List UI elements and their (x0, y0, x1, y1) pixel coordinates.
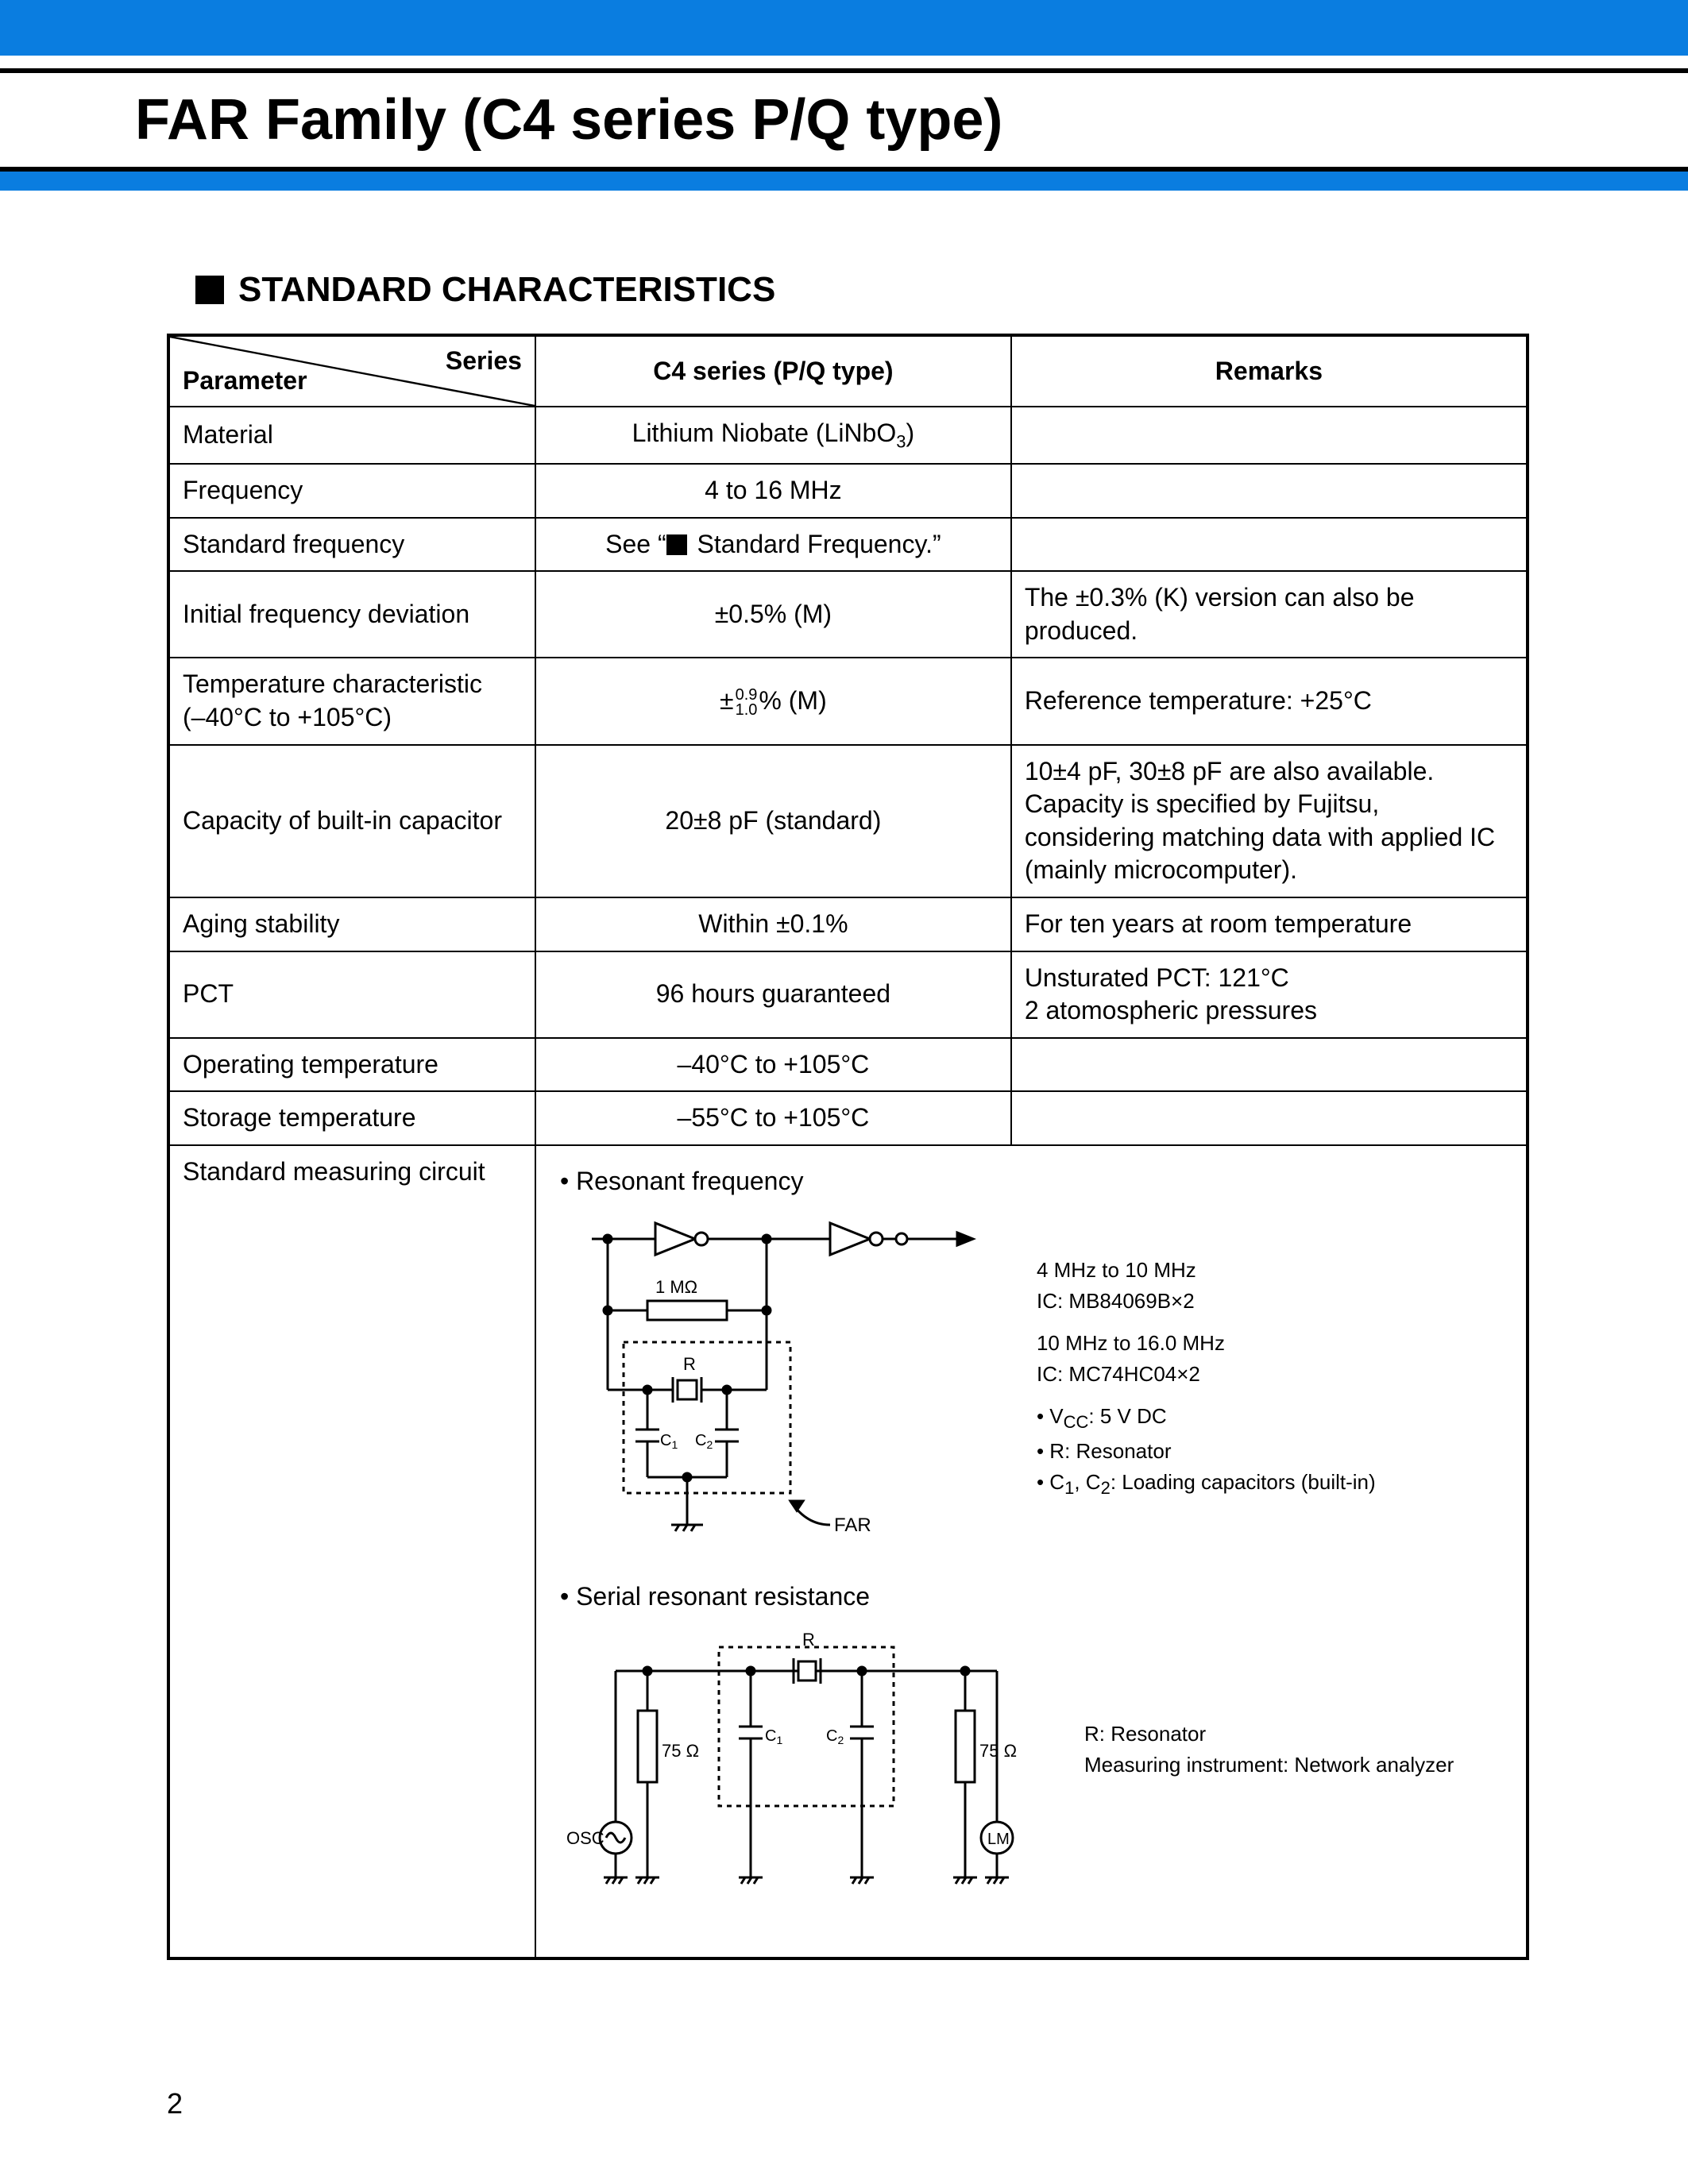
table-row: Material Lithium Niobate (LiNbO3) (168, 407, 1528, 464)
white-gap (0, 56, 1688, 68)
circuit1-notes: 4 MHz to 10 MHz IC: MB84069B×2 10 MHz to… (1037, 1255, 1376, 1500)
header-remarks: Remarks (1011, 335, 1528, 407)
page-title: FAR Family (C4 series P/Q type) (0, 73, 1688, 167)
table-row-circuit: Standard measuring circuit • Resonant fr… (168, 1145, 1528, 1958)
thin-blue-bar (0, 172, 1688, 191)
svg-text:C2: C2 (695, 1432, 713, 1451)
cell-param: Standard measuring circuit (168, 1145, 535, 1958)
cell-value: See “ Standard Frequency.” (535, 518, 1011, 572)
cell-remarks (1011, 518, 1528, 572)
circuit1-label: • Resonant frequency (560, 1165, 1510, 1198)
cell-value: –40°C to +105°C (535, 1038, 1011, 1092)
table-row: Operating temperature –40°C to +105°C (168, 1038, 1528, 1092)
cell-remarks: The ±0.3% (K) version can also be produc… (1011, 571, 1528, 658)
cell-circuits: • Resonant frequency (535, 1145, 1528, 1958)
page-number: 2 (167, 2087, 183, 2120)
svg-text:R: R (802, 1630, 815, 1650)
svg-text:OSC: OSC (566, 1828, 605, 1848)
table-row: PCT 96 hours guaranteed Unsturated PCT: … (168, 951, 1528, 1038)
cell-value: 96 hours guaranteed (535, 951, 1011, 1038)
cell-param: Material (168, 407, 535, 464)
circuit2-label: • Serial resonant resistance (560, 1580, 1510, 1614)
cell-remarks: Unsturated PCT: 121°C2 atomospheric pres… (1011, 951, 1528, 1038)
section-heading: STANDARD CHARACTERISTICS (195, 270, 1529, 310)
cell-value: ±0.5% (M) (535, 571, 1011, 658)
cell-remarks (1011, 407, 1528, 464)
header-parameter-series: Series Parameter (168, 335, 535, 407)
circuit-diagram-1: 1 MΩ R C1 C2 FAR (560, 1207, 1005, 1557)
table-row: Temperature characteristic(–40°C to +105… (168, 658, 1528, 744)
header-value: C4 series (P/Q type) (535, 335, 1011, 407)
svg-text:C2: C2 (826, 1727, 844, 1746)
cell-value: 4 to 16 MHz (535, 464, 1011, 518)
table-row: Aging stability Within ±0.1% For ten yea… (168, 897, 1528, 951)
cell-value: Within ±0.1% (535, 897, 1011, 951)
header-parameter-label: Parameter (183, 365, 307, 398)
cell-param: PCT (168, 951, 535, 1038)
cell-remarks: Reference temperature: +25°C (1011, 658, 1528, 744)
circuit2-notes: R: Resonator Measuring instrument: Netwo… (1084, 1719, 1454, 1781)
square-bullet-icon (195, 276, 224, 304)
cell-param: Storage temperature (168, 1091, 535, 1145)
header-series-label: Series (446, 345, 522, 378)
svg-text:R: R (683, 1354, 696, 1374)
cell-param: Operating temperature (168, 1038, 535, 1092)
cell-remarks: 10±4 pF, 30±8 pF are also available. Cap… (1011, 745, 1528, 897)
cell-param: Standard frequency (168, 518, 535, 572)
cell-remarks (1011, 464, 1528, 518)
top-blue-bar (0, 0, 1688, 56)
section-heading-text: STANDARD CHARACTERISTICS (238, 270, 775, 310)
svg-text:1 MΩ: 1 MΩ (655, 1277, 697, 1297)
svg-text:75 Ω: 75 Ω (979, 1741, 1017, 1761)
cell-param: Initial frequency deviation (168, 571, 535, 658)
table-row: Frequency 4 to 16 MHz (168, 464, 1528, 518)
cell-remarks: For ten years at room temperature (1011, 897, 1528, 951)
cell-remarks (1011, 1038, 1528, 1092)
table-row: Standard frequency See “ Standard Freque… (168, 518, 1528, 572)
square-bullet-icon (666, 534, 687, 555)
circuit-diagram-2: R C1 C2 75 Ω 75 Ω OSC LM (560, 1623, 1053, 1909)
svg-text:C1: C1 (660, 1432, 678, 1451)
svg-text:FAR: FAR (834, 1515, 871, 1536)
svg-text:LM: LM (987, 1831, 1010, 1848)
cell-param: Frequency (168, 464, 535, 518)
cell-param: Capacity of built-in capacitor (168, 745, 535, 897)
cell-value: –55°C to +105°C (535, 1091, 1011, 1145)
svg-text:C1: C1 (765, 1727, 782, 1746)
cell-value: Lithium Niobate (LiNbO3) (535, 407, 1011, 464)
cell-value: 20±8 pF (standard) (535, 745, 1011, 897)
table-row: Initial frequency deviation ±0.5% (M) Th… (168, 571, 1528, 658)
cell-value: ±0.91.0% (M) (535, 658, 1011, 744)
table-row: Storage temperature –55°C to +105°C (168, 1091, 1528, 1145)
cell-param: Aging stability (168, 897, 535, 951)
cell-param: Temperature characteristic(–40°C to +105… (168, 658, 535, 744)
cell-remarks (1011, 1091, 1528, 1145)
table-row: Capacity of built-in capacitor 20±8 pF (… (168, 745, 1528, 897)
characteristics-table: Series Parameter C4 series (P/Q type) Re… (167, 334, 1529, 1960)
svg-text:75 Ω: 75 Ω (662, 1741, 699, 1761)
